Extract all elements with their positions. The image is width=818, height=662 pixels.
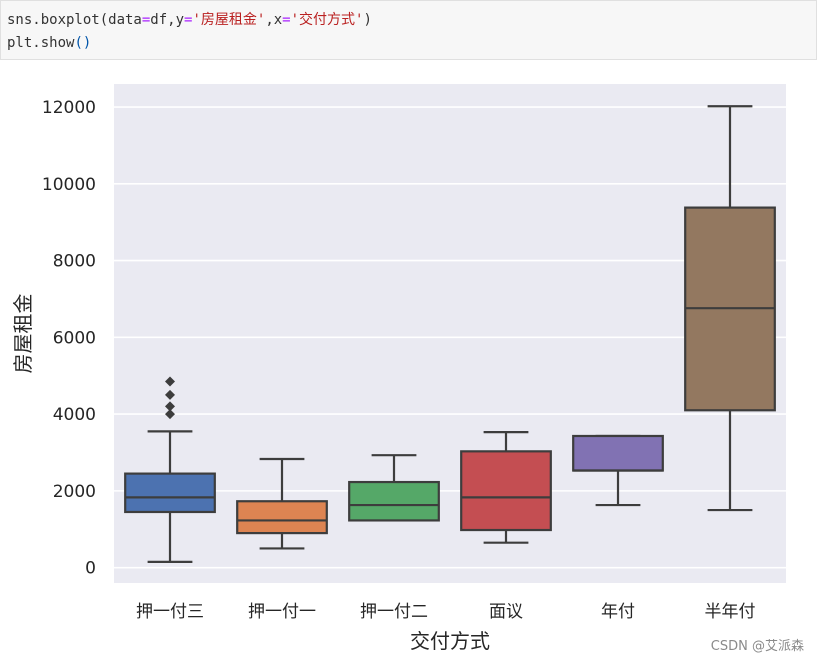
code-token: df,y <box>150 12 185 28</box>
box-group <box>572 434 664 507</box>
code-line-boxplot: sns.boxplot(data=df,y='房屋租金',x='交付方式') <box>7 11 372 29</box>
outlier-point <box>165 409 175 420</box>
y-tick-label: 6000 <box>53 328 96 348</box>
code-line-show: plt.show() <box>7 34 91 52</box>
code-cell[interactable]: sns.boxplot(data=df,y='房屋租金',x='交付方式') p… <box>0 0 817 60</box>
code-operator: = <box>141 12 151 28</box>
code-paren: () <box>74 35 92 51</box>
code-string: '房屋租金' <box>192 12 266 28</box>
x-tick-labels: 押一付三 押一付一 押一付二 面议 年付 半年付 <box>136 602 756 622</box>
y-tick-label: 4000 <box>53 405 96 425</box>
box-body <box>348 480 440 522</box>
code-token: ) <box>363 12 372 28</box>
plot-area <box>114 84 786 583</box>
box-series <box>124 105 776 563</box>
outlier-point <box>165 376 175 387</box>
box-group <box>684 105 776 512</box>
code-operator: = <box>184 12 193 28</box>
y-tick-label: 12000 <box>42 98 96 118</box>
code-token: sns.boxplot(data <box>7 12 142 28</box>
y-axis-title: 房屋租金 <box>11 294 35 374</box>
x-tick-label: 年付 <box>601 602 635 622</box>
outlier-point <box>165 389 175 400</box>
outlier-point <box>165 401 175 412</box>
box-group <box>124 376 216 563</box>
code-token: plt.show <box>7 35 75 51</box>
x-tick-label: 面议 <box>489 602 523 622</box>
box-body <box>124 472 216 514</box>
y-tick-label: 2000 <box>53 482 96 502</box>
code-operator: = <box>282 12 291 28</box>
x-tick-label: 押一付一 <box>248 602 316 622</box>
code-string: '交付方式' <box>290 12 364 28</box>
box-group <box>348 454 440 522</box>
y-tick-label: 10000 <box>42 175 96 195</box>
box-group <box>236 457 328 550</box>
x-axis-title: 交付方式 <box>410 629 490 653</box>
y-tick-label: 0 <box>85 559 96 579</box>
box-body <box>572 434 664 472</box>
watermark: CSDN @艾派森 <box>710 639 804 654</box>
box-group <box>460 431 552 544</box>
x-tick-label: 半年付 <box>705 602 756 622</box>
box-body <box>460 450 552 532</box>
box-body <box>236 500 328 535</box>
x-tick-label: 押一付三 <box>136 602 204 622</box>
y-tick-label: 8000 <box>53 252 96 272</box>
y-tick-labels: 0 2000 4000 6000 8000 10000 12000 <box>42 98 96 579</box>
code-token: ,x <box>265 12 283 28</box>
x-tick-label: 押一付二 <box>360 602 428 622</box>
boxplot-chart: 0 2000 4000 6000 8000 10000 12000 押一付三 押一付一 押一付二… <box>11 84 786 653</box>
grid-lines <box>114 106 786 569</box>
